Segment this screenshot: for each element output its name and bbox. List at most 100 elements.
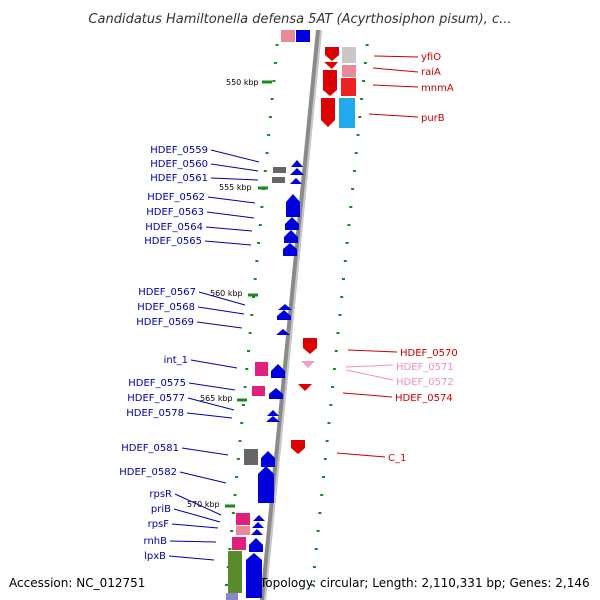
gene-label-hdef-0559[interactable]: HDEF_0559 bbox=[150, 145, 260, 163]
guide-dot bbox=[332, 368, 336, 370]
gene-label-hdef-0563[interactable]: HDEF_0563 bbox=[146, 207, 255, 219]
gene-label-hdef-0561[interactable]: HDEF_0561 bbox=[150, 173, 259, 184]
gene-arrow[interactable] bbox=[252, 522, 264, 528]
guide-dot bbox=[275, 44, 279, 46]
gene-arrow[interactable] bbox=[298, 384, 312, 391]
gene-arrow[interactable] bbox=[323, 70, 337, 96]
gene-label-rpsR[interactable]: rpsR bbox=[149, 489, 222, 516]
gene-feature[interactable] bbox=[342, 47, 356, 63]
gene-arrow[interactable] bbox=[267, 410, 279, 416]
gene-feature[interactable] bbox=[341, 78, 356, 96]
guide-dot bbox=[311, 584, 315, 586]
gene-label-hdef-0568[interactable]: HDEF_0568 bbox=[137, 302, 245, 315]
gene-feature[interactable] bbox=[226, 593, 238, 600]
guide-dot bbox=[245, 368, 249, 370]
gene-feature[interactable] bbox=[273, 167, 286, 173]
gene-label-hdef-0569[interactable]: HDEF_0569 bbox=[136, 317, 243, 329]
gene-label-hdef-0575[interactable]: HDEF_0575 bbox=[128, 378, 236, 391]
gene-arrow[interactable] bbox=[325, 47, 339, 61]
guide-dot bbox=[338, 314, 342, 316]
guide-dot bbox=[323, 458, 327, 460]
gene-label-hdef-0560[interactable]: HDEF_0560 bbox=[150, 159, 259, 172]
svg-text:HDEF_0560: HDEF_0560 bbox=[150, 159, 208, 170]
gene-arrow[interactable] bbox=[291, 160, 303, 167]
gene-label-lpxB[interactable]: lpxB bbox=[144, 551, 215, 562]
gene-arrow[interactable] bbox=[301, 361, 315, 368]
guide-dot bbox=[314, 548, 318, 550]
gene-label-priB[interactable]: priB bbox=[151, 504, 221, 523]
guide-dot bbox=[354, 152, 358, 154]
gene-label-rpsF[interactable]: rpsF bbox=[148, 519, 219, 530]
dotted-guide-tracks bbox=[225, 44, 369, 586]
gene-feature[interactable] bbox=[281, 30, 295, 42]
guide-dot bbox=[331, 386, 335, 388]
gene-feature[interactable] bbox=[232, 537, 246, 550]
gene-label-hdef-0562[interactable]: HDEF_0562 bbox=[147, 192, 256, 204]
gene-arrow[interactable] bbox=[321, 98, 335, 127]
gene-arrow[interactable] bbox=[303, 338, 317, 354]
gene-label-hdef-0581[interactable]: HDEF_0581 bbox=[121, 443, 229, 456]
gene-label-hdef-0571[interactable]: HDEF_0571 bbox=[345, 362, 454, 373]
gene-arrow[interactable] bbox=[278, 304, 292, 310]
gene-label-int-1[interactable]: int_1 bbox=[164, 355, 238, 369]
gene-label-purB[interactable]: purB bbox=[368, 113, 445, 124]
gene-arrow[interactable] bbox=[269, 388, 283, 399]
svg-text:HDEF_0571: HDEF_0571 bbox=[396, 362, 454, 373]
gene-feature[interactable] bbox=[272, 177, 285, 183]
gene-arrow[interactable] bbox=[246, 553, 262, 598]
gene-label-c-1[interactable]: C_1 bbox=[336, 452, 406, 464]
guide-dot bbox=[257, 242, 261, 244]
gene-arrow[interactable] bbox=[284, 230, 298, 243]
gene-label-mnmA[interactable]: mnmA bbox=[372, 83, 454, 94]
gene-arrow[interactable] bbox=[285, 217, 299, 230]
gene-label-rnhB[interactable]: rnhB bbox=[144, 536, 217, 547]
gene-arrow[interactable] bbox=[283, 243, 297, 256]
gene-arrow[interactable] bbox=[277, 310, 291, 320]
guide-dot bbox=[329, 404, 333, 406]
guide-dot bbox=[327, 422, 331, 424]
gene-arrow[interactable] bbox=[290, 178, 302, 184]
gene-label-raiA[interactable]: raiA bbox=[372, 67, 441, 78]
gene-feature[interactable] bbox=[339, 98, 355, 128]
svg-text:HDEF_0567: HDEF_0567 bbox=[138, 287, 196, 298]
gene-arrow[interactable] bbox=[251, 529, 263, 535]
svg-text:raiA: raiA bbox=[421, 67, 441, 78]
gene-label-hdef-0572[interactable]: HDEF_0572 bbox=[345, 369, 454, 388]
gene-arrow[interactable] bbox=[253, 515, 265, 521]
gene-label-yfiO[interactable]: yfiO bbox=[373, 52, 441, 63]
gene-arrow[interactable] bbox=[286, 194, 300, 217]
gene-feature[interactable] bbox=[228, 551, 242, 593]
gene-arrow[interactable] bbox=[324, 62, 338, 69]
gene-feature[interactable] bbox=[252, 386, 265, 396]
gene-label-hdef-0564[interactable]: HDEF_0564 bbox=[145, 222, 253, 233]
gene-feature[interactable] bbox=[244, 449, 258, 465]
gene-label-hdef-0574[interactable]: HDEF_0574 bbox=[342, 392, 453, 404]
genome-summary-text: Topology: circular; Length: 2,110,331 bp… bbox=[259, 576, 590, 590]
gene-arrow[interactable] bbox=[291, 440, 305, 454]
gene-label-hdef-0565[interactable]: HDEF_0565 bbox=[144, 236, 252, 247]
gene-feature[interactable] bbox=[236, 526, 250, 535]
gene-label-hdef-0578[interactable]: HDEF_0578 bbox=[126, 408, 233, 419]
gene-arrow[interactable] bbox=[276, 329, 290, 335]
gene-feature[interactable] bbox=[296, 30, 310, 42]
gene-label-hdef-0582[interactable]: HDEF_0582 bbox=[119, 467, 227, 484]
svg-text:HDEF_0582: HDEF_0582 bbox=[119, 467, 177, 478]
guide-dot bbox=[316, 530, 320, 532]
gene-feature[interactable] bbox=[236, 513, 250, 525]
guide-dot bbox=[247, 350, 250, 352]
gene-label-hdef-0570[interactable]: HDEF_0570 bbox=[347, 348, 458, 359]
gene-arrow[interactable] bbox=[249, 538, 263, 552]
gene-feature[interactable] bbox=[342, 65, 356, 77]
gene-feature[interactable] bbox=[255, 362, 268, 376]
gene-arrow[interactable] bbox=[271, 364, 285, 378]
gene-label-hdef-0567[interactable]: HDEF_0567 bbox=[138, 287, 246, 306]
gene-label-hdef-0577[interactable]: HDEF_0577 bbox=[127, 393, 235, 411]
svg-text:HDEF_0568: HDEF_0568 bbox=[137, 302, 195, 313]
reverse-strand-features bbox=[291, 47, 356, 454]
gene-arrow[interactable] bbox=[258, 466, 274, 503]
gene-arrow[interactable] bbox=[266, 416, 280, 422]
guide-dot bbox=[263, 170, 267, 172]
gene-arrow[interactable] bbox=[261, 451, 275, 467]
gene-arrow[interactable] bbox=[290, 168, 304, 175]
genome-backbone bbox=[260, 30, 322, 600]
